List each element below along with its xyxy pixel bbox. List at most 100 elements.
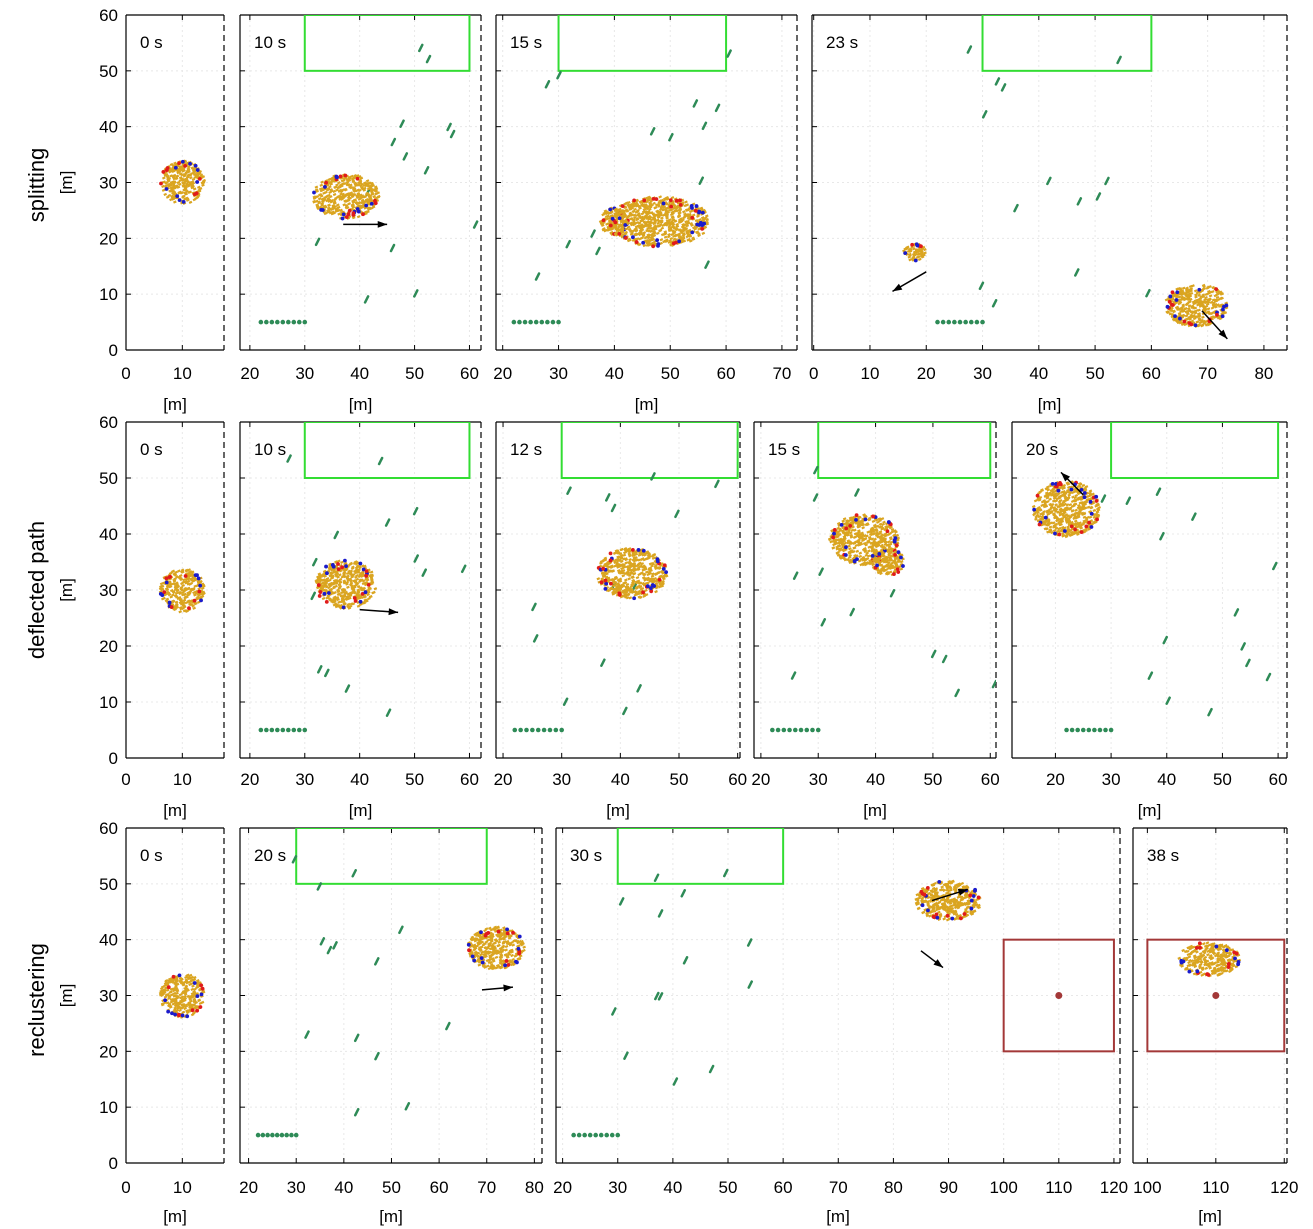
swarm-agent bbox=[896, 536, 901, 540]
swarm-agent bbox=[1216, 292, 1220, 296]
swarm-agent bbox=[335, 596, 340, 600]
swarm-agent bbox=[1037, 505, 1041, 510]
agent-trail bbox=[650, 472, 656, 481]
agent-trail bbox=[1245, 658, 1251, 668]
swarm-agent bbox=[357, 574, 362, 579]
swarm-agent bbox=[349, 581, 354, 585]
swarm-agent bbox=[913, 252, 918, 257]
swarm-agent bbox=[1174, 300, 1179, 304]
swarm-agent bbox=[659, 206, 664, 210]
swarm-agent bbox=[1067, 490, 1072, 494]
swarm-agent bbox=[353, 174, 357, 178]
swarm-agent bbox=[698, 218, 702, 222]
swarm-agent bbox=[672, 234, 676, 238]
agent-trail bbox=[1240, 642, 1246, 651]
predator-red bbox=[693, 208, 698, 213]
predator-red bbox=[347, 208, 352, 213]
predator-blue bbox=[645, 584, 650, 589]
swarm-agent bbox=[1064, 516, 1068, 520]
swarm-agent bbox=[873, 550, 878, 555]
swarm-agent bbox=[334, 569, 339, 574]
swarm-agent bbox=[645, 223, 650, 227]
swarm-agent bbox=[842, 531, 847, 535]
predator-blue bbox=[340, 216, 345, 221]
swarm-agent bbox=[328, 573, 333, 578]
swarm-agent bbox=[1197, 293, 1202, 297]
swarm-agent bbox=[880, 552, 885, 556]
swarm-agent bbox=[872, 539, 876, 543]
swarm-agent bbox=[1205, 302, 1210, 306]
swarm-agent bbox=[1047, 521, 1051, 526]
swarm-agent bbox=[350, 587, 355, 591]
predator-blue bbox=[1220, 314, 1225, 319]
swarm-agent bbox=[322, 197, 327, 202]
swarm-agent bbox=[345, 595, 349, 599]
swarm-agent bbox=[348, 176, 352, 181]
swarm-agent bbox=[667, 203, 671, 207]
swarm-agent bbox=[838, 554, 843, 558]
swarm-agent bbox=[873, 552, 878, 556]
swarm-agent bbox=[881, 539, 886, 543]
swarm-agent bbox=[341, 574, 346, 578]
swarm-agent bbox=[361, 574, 365, 578]
swarm-agent bbox=[705, 218, 710, 222]
swarm-agent bbox=[1060, 525, 1065, 530]
swarm-agent bbox=[1185, 290, 1189, 294]
swarm-agent bbox=[627, 552, 632, 556]
swarm-agent bbox=[350, 195, 355, 199]
swarm-agent bbox=[622, 564, 626, 569]
swarm-agent bbox=[619, 229, 624, 233]
predator-blue bbox=[886, 520, 891, 524]
swarm-agent bbox=[180, 191, 185, 195]
agent-marker bbox=[524, 727, 529, 733]
swarm-agent bbox=[172, 191, 177, 195]
swarm-agent bbox=[836, 521, 841, 526]
swarm-agent bbox=[651, 231, 655, 235]
swarm-agent bbox=[622, 563, 626, 567]
swarm-agent bbox=[1065, 498, 1070, 502]
swarm-agent bbox=[910, 257, 915, 261]
swarm-agent bbox=[1072, 513, 1077, 517]
swarm-agent bbox=[667, 233, 671, 237]
swarm-agent bbox=[649, 221, 654, 225]
swarm-agent bbox=[365, 182, 370, 186]
swarm-agent bbox=[872, 549, 877, 553]
swarm-agent bbox=[650, 564, 654, 568]
swarm-agent bbox=[366, 187, 371, 191]
swarm-agent bbox=[646, 577, 651, 581]
swarm-agent bbox=[919, 250, 924, 254]
swarm-agent bbox=[319, 578, 324, 583]
swarm-agent bbox=[1194, 295, 1198, 299]
agent-trail bbox=[566, 486, 572, 495]
agent-trail bbox=[1207, 707, 1213, 717]
swarm-agent bbox=[840, 529, 845, 533]
swarm-agent bbox=[169, 595, 174, 599]
swarm-agent bbox=[651, 241, 656, 245]
swarm-agent bbox=[1201, 304, 1206, 308]
swarm-agent bbox=[624, 561, 629, 565]
swarm-agent bbox=[903, 247, 908, 251]
predator-blue bbox=[610, 216, 615, 221]
swarm-agent bbox=[170, 194, 174, 198]
plot-area bbox=[258, 422, 471, 733]
swarm-agent bbox=[192, 590, 196, 595]
swarm-agent bbox=[867, 549, 871, 553]
swarm-agent bbox=[672, 237, 677, 241]
agent-marker bbox=[264, 727, 269, 733]
swarm-agent bbox=[356, 604, 361, 608]
swarm-agent bbox=[347, 596, 352, 600]
swarm-agent bbox=[894, 562, 898, 566]
swarm-agent bbox=[888, 570, 893, 574]
swarm-agent bbox=[704, 214, 709, 218]
swarm-agent bbox=[340, 560, 344, 564]
swarm-agent bbox=[178, 597, 183, 602]
swarm-agent bbox=[322, 187, 326, 191]
x-tick-label: 50 bbox=[923, 770, 942, 789]
swarm-agent bbox=[1074, 489, 1079, 493]
swarm-agent bbox=[660, 232, 665, 237]
swarm-agent bbox=[875, 531, 880, 535]
swarm-agent bbox=[890, 561, 894, 565]
swarm-agent bbox=[672, 226, 677, 230]
swarm-agent bbox=[849, 535, 854, 539]
swarm-agent bbox=[187, 592, 191, 597]
